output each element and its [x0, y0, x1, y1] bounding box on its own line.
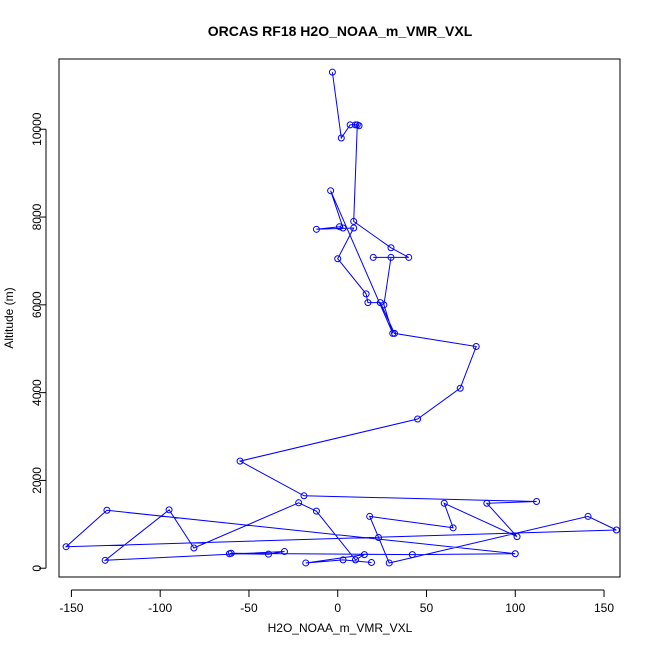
chart-title: ORCAS RF18 H2O_NOAA_m_VMR_VXL	[208, 23, 473, 39]
data-point	[387, 244, 395, 252]
data-point	[337, 134, 345, 142]
data-point	[312, 507, 320, 515]
data-point	[236, 457, 244, 465]
data-point	[362, 290, 370, 298]
data-point	[391, 329, 399, 337]
y-axis-label: Altitude (m)	[2, 287, 16, 348]
x-axis: -150 -100 -50 0 50 100 150	[59, 589, 614, 615]
y-tick-label: 6000	[30, 291, 44, 318]
series-layer	[62, 68, 620, 567]
data-point	[339, 556, 347, 564]
y-tick-label: 8000	[30, 203, 44, 230]
data-point	[300, 492, 308, 500]
data-point	[353, 121, 361, 129]
data-point	[165, 506, 173, 514]
data-point	[360, 551, 368, 559]
data-point	[62, 543, 70, 551]
data-point	[190, 544, 198, 552]
data-point	[472, 343, 480, 351]
y-tick-label: 10000	[30, 112, 44, 146]
data-point	[483, 499, 491, 507]
data-point	[449, 524, 457, 532]
data-point	[375, 533, 383, 541]
x-tick-label: 0	[334, 601, 341, 615]
data-point	[387, 253, 395, 261]
x-tick-label: 50	[420, 601, 434, 615]
data-point	[351, 556, 359, 564]
data-point	[414, 415, 422, 423]
data-point	[328, 68, 336, 76]
data-point	[295, 499, 303, 507]
y-tick-label: 4000	[30, 379, 44, 406]
data-point	[101, 556, 109, 564]
data-point	[346, 121, 354, 129]
data-point	[584, 512, 592, 520]
data-point	[456, 384, 464, 392]
data-point	[385, 559, 393, 567]
x-tick-label: -100	[148, 601, 172, 615]
y-tick-label: 0	[30, 565, 44, 572]
data-point	[380, 301, 388, 309]
data-point	[511, 550, 519, 558]
data-point	[334, 255, 342, 263]
data-point	[440, 499, 448, 507]
y-axis: 0 2000 4000 6000 8000 10000	[30, 112, 47, 572]
y-tick-label: 2000	[30, 467, 44, 494]
data-point	[225, 550, 233, 558]
data-point	[369, 253, 377, 261]
data-point	[533, 497, 541, 505]
series-line	[64, 72, 617, 564]
data-point	[350, 224, 358, 232]
data-point	[408, 551, 416, 559]
data-point	[350, 217, 358, 225]
data-point	[612, 526, 620, 534]
x-tick-label: 100	[505, 601, 525, 615]
data-point	[513, 533, 521, 541]
data-point	[103, 506, 111, 514]
data-point	[336, 223, 343, 231]
x-tick-label: -150	[59, 601, 83, 615]
data-point	[280, 548, 288, 556]
data-point	[264, 550, 272, 558]
x-tick-label: -50	[240, 601, 258, 615]
data-point	[367, 559, 375, 567]
data-point	[339, 224, 347, 232]
data-point	[302, 559, 310, 567]
plot-area	[58, 58, 621, 578]
data-point	[405, 253, 413, 261]
data-point	[312, 225, 320, 233]
x-tick-label: 150	[594, 601, 614, 615]
data-point	[364, 299, 372, 307]
data-point	[327, 187, 335, 195]
data-point	[376, 299, 384, 307]
x-axis-label: H2O_NOAA_m_VMR_VXL	[268, 621, 413, 635]
data-point	[366, 512, 374, 520]
